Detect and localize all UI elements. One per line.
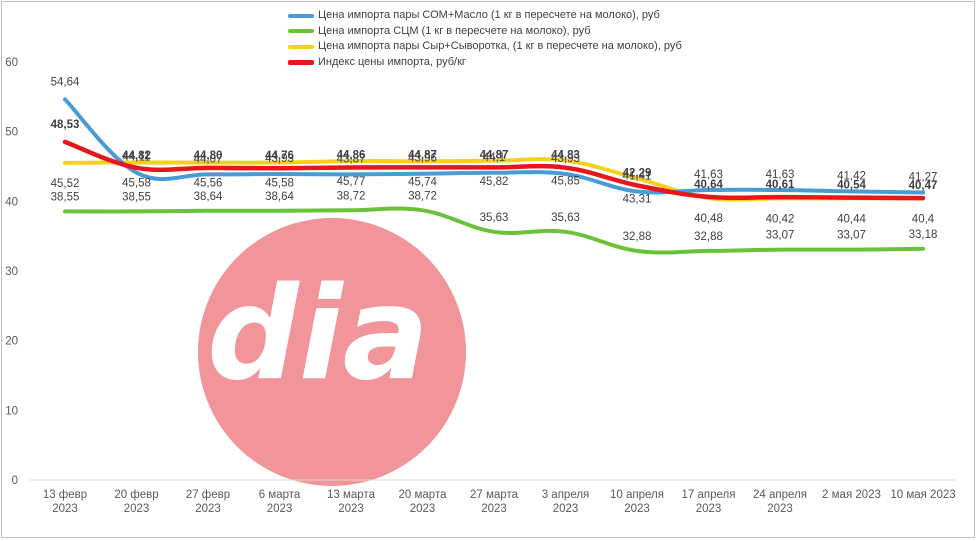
series-line-import-index bbox=[62, 139, 926, 201]
data-label: 44,87 bbox=[480, 149, 509, 161]
data-label: 44,86 bbox=[337, 149, 366, 161]
data-label: 45,56 bbox=[194, 178, 223, 190]
data-label: 40,42 bbox=[766, 213, 795, 225]
y-tick-label: 0 bbox=[12, 475, 18, 487]
legend-item-scm: Цена импорта СЦМ (1 кг в пересчете на мо… bbox=[288, 24, 682, 40]
y-tick-label: 60 bbox=[5, 57, 18, 69]
data-label: 38,55 bbox=[122, 191, 151, 203]
legend-label: Цена импорта СЦМ (1 кг в пересчете на мо… bbox=[318, 24, 591, 37]
data-label: 40,61 bbox=[766, 179, 795, 191]
x-tick-label: 13 февр 2023 bbox=[43, 489, 87, 515]
data-label: 45,85 bbox=[551, 176, 580, 188]
legend-item-som-butter: Цена импорта пары СОМ+Масло (1 кг в пере… bbox=[288, 8, 682, 24]
data-label: 45,82 bbox=[480, 176, 509, 188]
series-line-som-butter bbox=[63, 97, 925, 195]
x-tick-label: 3 апреля 2023 bbox=[542, 489, 590, 515]
x-tick-label: 24 апреля 2023 bbox=[753, 489, 807, 515]
data-label: 43,31 bbox=[623, 193, 652, 205]
data-label: 35,63 bbox=[551, 212, 580, 224]
data-label: 43,93 bbox=[265, 153, 294, 165]
legend-item-cheese-whey: Цена импорта пары Сыр+Сыворотка, (1 кг в… bbox=[288, 39, 682, 55]
data-label: 40,54 bbox=[837, 180, 866, 192]
data-label: 35,63 bbox=[480, 212, 509, 224]
data-label: 45,58 bbox=[265, 177, 294, 189]
legend: Цена импорта пары СОМ+Масло (1 кг в пере… bbox=[288, 8, 682, 70]
legend-swatch bbox=[288, 44, 314, 49]
data-label: 41,41 bbox=[623, 171, 652, 183]
y-tick-label: 20 bbox=[5, 336, 18, 348]
data-label: 41,42 bbox=[837, 170, 866, 182]
data-label: 40,48 bbox=[694, 213, 723, 225]
legend-label: Цена импорта пары СОМ+Масло (1 кг в пере… bbox=[318, 9, 660, 21]
legend-item-import-index: Индекс цены импорта, руб/кг bbox=[288, 55, 682, 71]
legend-swatch bbox=[288, 13, 314, 18]
x-tick-label: 6 марта 2023 bbox=[259, 489, 301, 515]
data-label: 38,72 bbox=[408, 190, 437, 202]
x-tick-label: 17 апреля 2023 bbox=[682, 489, 736, 515]
data-label: 44,11 bbox=[123, 152, 151, 164]
data-label: 44,80 bbox=[194, 150, 223, 162]
legend-label: Цена импорта пары Сыр+Сыворотка, (1 кг в… bbox=[318, 40, 682, 52]
data-label: 45,58 bbox=[122, 177, 151, 189]
data-label: 44,87 bbox=[408, 149, 437, 161]
data-label: 33,18 bbox=[909, 229, 938, 241]
data-label: 32,88 bbox=[694, 231, 723, 243]
data-label: 38,55 bbox=[51, 191, 80, 203]
data-label: 33,07 bbox=[766, 230, 795, 242]
data-label: 44,07 bbox=[194, 153, 223, 165]
y-tick-label: 50 bbox=[5, 127, 18, 139]
data-label: 43,87 bbox=[337, 153, 366, 165]
x-tick-label: 10 апреля 2023 bbox=[610, 489, 664, 515]
data-label: 32,88 bbox=[623, 231, 652, 243]
x-tick-label: 20 марта 2023 bbox=[399, 489, 448, 515]
data-label: 40,47 bbox=[909, 180, 938, 192]
x-tick-label: 27 марта 2023 bbox=[470, 489, 519, 515]
data-label: 38,72 bbox=[337, 190, 366, 202]
data-label: 48,53 bbox=[51, 119, 80, 131]
y-tick-label: 40 bbox=[5, 196, 18, 208]
dia-watermark-logo: dia bbox=[198, 218, 466, 486]
x-tick-label: 20 февр 2023 bbox=[114, 489, 158, 515]
x-tick-label: 10 мая 2023 bbox=[890, 489, 955, 501]
data-label: 38,64 bbox=[265, 191, 294, 203]
legend-swatch bbox=[288, 59, 314, 65]
data-label: 40,44 bbox=[837, 213, 866, 225]
data-label: 44,82 bbox=[122, 150, 151, 162]
data-label: 45,52 bbox=[51, 178, 80, 190]
data-label: 44,76 bbox=[265, 150, 294, 162]
y-tick-label: 10 bbox=[5, 405, 18, 417]
x-tick-label: 2 мая 2023 bbox=[822, 489, 881, 501]
series-line-scm bbox=[63, 206, 925, 255]
data-label: 33,07 bbox=[837, 230, 866, 242]
data-label: 45,77 bbox=[337, 176, 366, 188]
watermark-text: dia bbox=[207, 260, 429, 409]
legend-swatch bbox=[288, 29, 314, 34]
y-axis-ticks: 0 10 20 30 40 50 60 bbox=[5, 57, 18, 487]
data-label: 38,64 bbox=[194, 191, 223, 203]
series-lines bbox=[62, 97, 926, 255]
x-tick-label: 27 февр 2023 bbox=[186, 489, 230, 515]
data-label: 41,63 bbox=[694, 169, 723, 181]
data-label: 41,27 bbox=[909, 171, 938, 183]
x-axis-ticks: 13 февр 2023 20 февр 2023 27 февр 2023 6 марта… bbox=[43, 489, 956, 515]
data-label: 40,64 bbox=[694, 179, 723, 191]
x-tick-label: 13 марта 2023 bbox=[327, 489, 376, 515]
data-label: 40,4 bbox=[912, 214, 935, 226]
data-label: 44,1 bbox=[483, 152, 505, 164]
legend-label: Индекс цены импорта, руб/кг bbox=[318, 55, 466, 68]
data-label: 43,96 bbox=[408, 153, 437, 165]
data-label: 45,74 bbox=[408, 176, 437, 188]
data-label: 54,64 bbox=[51, 76, 80, 88]
data-label: 44,83 bbox=[551, 150, 580, 162]
data-label: 41,63 bbox=[766, 169, 795, 181]
y-tick-label: 30 bbox=[5, 266, 18, 278]
data-label: 43,93 bbox=[551, 153, 580, 165]
data-label: 42,29 bbox=[623, 167, 652, 179]
